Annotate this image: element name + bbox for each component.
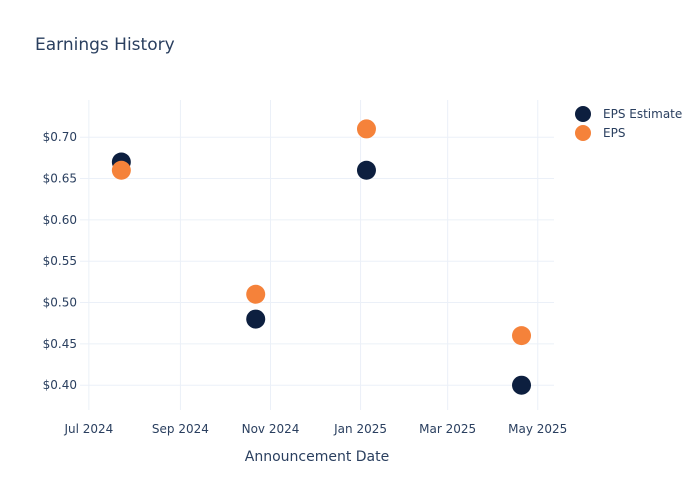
x-tick-label: Nov 2024	[242, 422, 300, 436]
y-tick-label: $0.65	[43, 172, 77, 186]
data-point[interactable]	[512, 375, 532, 395]
grid-lines	[80, 100, 554, 410]
data-point[interactable]	[512, 326, 532, 346]
x-axis-title: Announcement Date	[245, 449, 389, 465]
y-axis-tick-labels: $0.40 $0.45 $0.50 $0.55 $0.60 $0.65 $0.70	[43, 130, 77, 392]
legend-label: EPS	[603, 126, 625, 140]
y-tick-label: $0.50	[43, 296, 77, 310]
legend[interactable]: EPS Estimate EPS	[575, 106, 682, 141]
data-points	[111, 119, 532, 395]
y-tick-label: $0.55	[43, 254, 77, 268]
data-point[interactable]	[111, 160, 131, 180]
y-tick-label: $0.40	[43, 378, 77, 392]
chart-title: Earnings History	[35, 35, 175, 55]
legend-item[interactable]: EPS Estimate	[575, 106, 682, 122]
legend-marker	[575, 125, 591, 141]
data-point[interactable]	[246, 309, 266, 329]
y-tick-label: $0.45	[43, 337, 77, 351]
x-tick-label: May 2025	[508, 422, 567, 436]
legend-item[interactable]: EPS	[575, 125, 625, 141]
series-eps-estimate	[111, 152, 532, 395]
data-point[interactable]	[356, 119, 376, 139]
y-tick-label: $0.60	[43, 213, 77, 227]
data-point[interactable]	[356, 160, 376, 180]
x-tick-label: Sep 2024	[152, 422, 209, 436]
x-tick-label: Jan 2025	[333, 422, 387, 436]
legend-marker	[575, 106, 591, 122]
data-point[interactable]	[246, 284, 266, 304]
x-tick-label: Mar 2025	[419, 422, 476, 436]
x-axis-tick-labels: Jul 2024 Sep 2024 Nov 2024 Jan 2025 Mar 2025…	[63, 422, 567, 436]
x-tick-label: Jul 2024	[63, 422, 113, 436]
series-eps	[111, 119, 532, 346]
legend-label: EPS Estimate	[603, 107, 682, 121]
y-tick-label: $0.70	[43, 130, 77, 144]
